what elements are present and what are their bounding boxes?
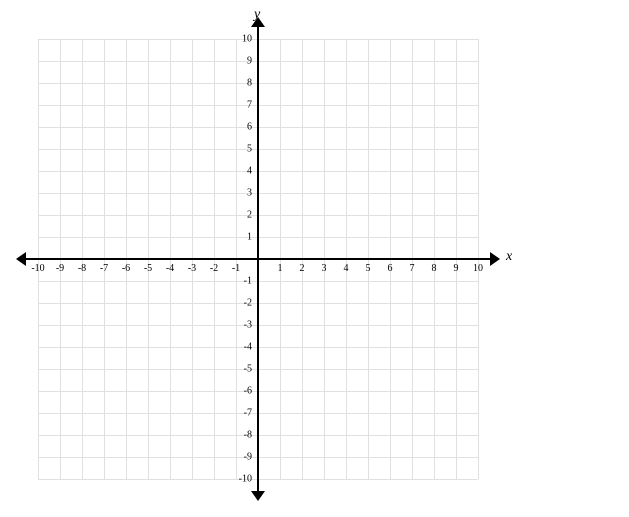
y-tick-label: 7 [247,100,252,111]
x-tick-label: -8 [78,263,86,274]
x-tick-label: -10 [31,263,44,274]
y-tick-label: 1 [247,232,252,243]
x-tick-label: 5 [366,263,371,274]
x-tick-label: -5 [144,263,152,274]
x-tick-label: 7 [410,263,415,274]
y-tick-label: 3 [247,188,252,199]
x-tick-label: 1 [278,263,283,274]
x-tick-label: -4 [166,263,174,274]
x-tick-label: -2 [210,263,218,274]
x-tick-label: 8 [432,263,437,274]
x-tick-label: 9 [454,263,459,274]
x-tick-label: -6 [122,263,130,274]
y-tick-label: 6 [247,122,252,133]
x-tick-label: 2 [300,263,305,274]
x-axis-arrow-left-icon [16,252,26,266]
x-tick-label: 4 [344,263,349,274]
x-tick-label: -1 [232,263,240,274]
y-tick-label: -5 [244,364,252,375]
y-axis [257,27,259,491]
y-tick-label: -1 [244,276,252,287]
y-tick-label: -4 [244,342,252,353]
x-axis-label: x [506,249,512,265]
y-tick-label: 10 [242,34,252,45]
x-axis-arrow-right-icon [490,252,500,266]
y-tick-label: 9 [247,56,252,67]
y-tick-label: -8 [244,430,252,441]
y-tick-label: -9 [244,452,252,463]
x-tick-label: -3 [188,263,196,274]
y-tick-label: -6 [244,386,252,397]
y-tick-label: 2 [247,210,252,221]
y-tick-label: 8 [247,78,252,89]
y-tick-label: 4 [247,166,252,177]
x-tick-label: -9 [56,263,64,274]
y-tick-label: 5 [247,144,252,155]
y-axis-arrow-down-icon [251,491,265,501]
y-tick-label: -2 [244,298,252,309]
y-tick-label: -3 [244,320,252,331]
x-tick-label: 10 [473,263,483,274]
x-tick-label: -7 [100,263,108,274]
x-tick-label: 3 [322,263,327,274]
y-tick-label: -7 [244,408,252,419]
y-axis-label: y [254,7,260,23]
y-tick-label: -10 [239,474,252,485]
x-tick-label: 6 [388,263,393,274]
